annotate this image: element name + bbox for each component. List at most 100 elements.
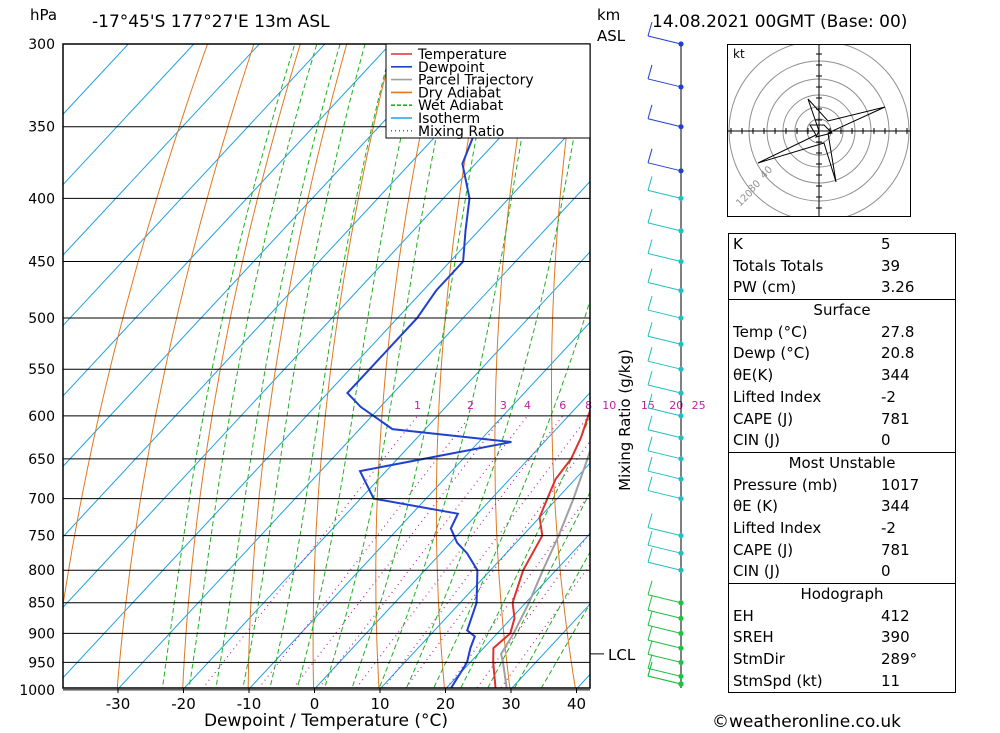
x-tick-label: -10 — [237, 695, 262, 713]
row-label: Pressure (mb) — [733, 475, 838, 494]
x-tick-label: 10 — [370, 695, 389, 713]
row-value: 0 — [881, 431, 891, 450]
wind-barb — [647, 189, 682, 199]
wet-adiabat-line — [188, 44, 318, 688]
index-row: Totals Totals 39 — [729, 256, 955, 278]
row-value: 289° — [881, 650, 918, 669]
surface-row: CAPE (J) 781 — [729, 409, 955, 431]
pressure-tick-label: 400 — [28, 191, 55, 207]
wet-adiabat-line — [269, 44, 393, 688]
wind-barb-flag — [647, 208, 653, 224]
isotherm-line — [314, 392, 590, 688]
plot-frame — [62, 43, 591, 689]
pressure-tick-label: 750 — [28, 529, 55, 545]
mixing-ratio-label: 15 — [641, 399, 655, 412]
row-label: CIN (J) — [733, 562, 781, 581]
isotherm-line — [380, 462, 590, 688]
wind-barb-flag — [647, 104, 653, 119]
series-temperature — [492, 407, 590, 688]
mixing-ratio-label: 3 — [500, 399, 507, 412]
wind-level-dot — [678, 645, 684, 651]
wind-barb-flag — [647, 640, 653, 655]
wind-barb — [647, 527, 682, 537]
wind-barb — [647, 309, 682, 319]
most-unstable-row: CIN (J) 0 — [729, 561, 955, 583]
mixing-ratio-label: 4 — [524, 399, 531, 412]
row-value: 11 — [881, 671, 901, 690]
index-row: PW (cm) 3.26 — [729, 277, 955, 299]
hodograph-row: StmDir 289° — [729, 649, 955, 671]
isotherm-line — [63, 44, 457, 468]
lcl-label: LCL — [608, 646, 636, 664]
hodograph-title: Hodograph — [729, 583, 955, 606]
credit: ©weatheronline.co.uk — [712, 712, 902, 732]
row-label: PW (cm) — [733, 278, 797, 297]
wet-adiabat-line — [296, 44, 423, 688]
pressure-tick-label: 700 — [28, 492, 55, 508]
mixing-ratio-label: 1 — [414, 399, 421, 412]
wind-barb — [647, 544, 682, 554]
wind-barb-flag — [647, 239, 653, 254]
mixing-ratio-label: 6 — [559, 399, 566, 412]
wind-barb — [647, 407, 682, 417]
most-unstable-title: Most Unstable — [729, 451, 955, 475]
row-value: 781 — [881, 540, 910, 559]
wet-adiabat-line — [460, 415, 590, 688]
isotherm-line — [63, 110, 590, 679]
mixing-ratio-label: 2 — [467, 399, 474, 412]
wind-barb — [647, 561, 682, 571]
dry-adiabat-line — [63, 44, 209, 609]
wind-barb — [647, 667, 682, 677]
wet-adiabat-line — [215, 44, 341, 688]
pressure-unit: hPa — [30, 6, 58, 24]
wet-adiabat-line — [378, 44, 540, 688]
dry-adiabat-line — [996, 26, 1000, 716]
wind-barb — [647, 282, 682, 292]
mixing-ratio-label: 10 — [602, 399, 616, 412]
row-value: 5 — [881, 235, 891, 253]
wind-barb-flag — [647, 625, 653, 641]
wind-barb — [647, 624, 682, 634]
row-label: CAPE (J) — [733, 540, 794, 559]
wind-barb-flag — [647, 531, 653, 546]
row-value: 344 — [881, 497, 910, 516]
isotherm-line — [118, 180, 590, 688]
row-value: 781 — [881, 409, 910, 428]
wind-barb — [647, 470, 682, 480]
wind-barb-flag — [647, 347, 653, 362]
row-value: 0 — [881, 562, 891, 581]
x-tick-label: 20 — [436, 695, 455, 713]
pressure-tick-label: 350 — [28, 120, 55, 136]
hodograph-trace — [757, 98, 886, 183]
wind-barb-flag — [647, 415, 653, 430]
dry-adiabat-line — [950, 26, 1000, 716]
wind-barb — [647, 450, 682, 460]
wind-barb — [647, 653, 682, 663]
wet-adiabat-line — [433, 299, 590, 688]
row-value: 344 — [881, 366, 910, 385]
isotherm-line — [63, 44, 392, 397]
pressure-tick-label: 600 — [28, 409, 55, 425]
legend-entry: Isotherm — [418, 111, 480, 127]
hodograph-box: 40 80 120 kt — [727, 40, 911, 222]
dry-adiabat-line — [247, 44, 348, 688]
most-unstable-row: Pressure (mb) 1017 — [729, 475, 955, 497]
row-label: Totals Totals — [733, 256, 824, 275]
isotherm-line — [445, 532, 590, 688]
surface-title: Surface — [729, 299, 955, 322]
pressure-tick-label: 950 — [28, 655, 55, 671]
isotherm-line — [63, 44, 195, 186]
wind-barb — [647, 35, 682, 45]
row-value: 27.8 — [881, 322, 915, 341]
wind-level-dot — [678, 659, 684, 666]
wind-barb-flag — [647, 322, 653, 337]
wind-barb — [647, 253, 682, 263]
x-tick-label: -20 — [171, 695, 196, 713]
location-title: -17°45'S 177°27'E 13m ASL — [92, 12, 330, 32]
row-label: Lifted Index — [733, 387, 822, 406]
row-value: 412 — [881, 606, 910, 625]
row-label: CIN (J) — [733, 431, 781, 450]
